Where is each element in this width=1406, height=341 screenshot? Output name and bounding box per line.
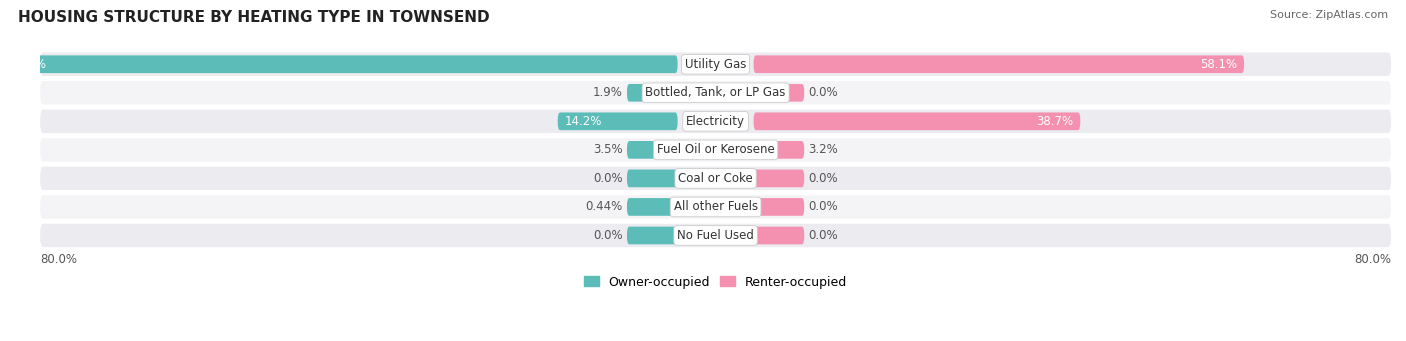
Text: 58.1%: 58.1% — [1201, 58, 1237, 71]
Text: 38.7%: 38.7% — [1036, 115, 1074, 128]
Text: 0.0%: 0.0% — [808, 86, 838, 99]
FancyBboxPatch shape — [754, 84, 804, 102]
Text: 14.2%: 14.2% — [564, 115, 602, 128]
FancyBboxPatch shape — [41, 109, 1391, 133]
FancyBboxPatch shape — [627, 198, 678, 216]
Text: 80.0%: 80.0% — [41, 253, 77, 266]
FancyBboxPatch shape — [754, 198, 804, 216]
FancyBboxPatch shape — [754, 55, 1244, 73]
Text: 0.0%: 0.0% — [808, 229, 838, 242]
FancyBboxPatch shape — [754, 141, 804, 159]
Text: Coal or Coke: Coal or Coke — [678, 172, 754, 185]
Text: 0.0%: 0.0% — [593, 229, 623, 242]
FancyBboxPatch shape — [41, 167, 1391, 190]
Text: 0.0%: 0.0% — [593, 172, 623, 185]
Text: 3.2%: 3.2% — [808, 143, 838, 157]
FancyBboxPatch shape — [558, 113, 678, 130]
Text: All other Fuels: All other Fuels — [673, 201, 758, 213]
Text: 0.0%: 0.0% — [808, 172, 838, 185]
Text: 1.9%: 1.9% — [593, 86, 623, 99]
FancyBboxPatch shape — [3, 55, 678, 73]
Text: 0.0%: 0.0% — [808, 201, 838, 213]
Text: Utility Gas: Utility Gas — [685, 58, 747, 71]
FancyBboxPatch shape — [627, 84, 678, 102]
FancyBboxPatch shape — [41, 81, 1391, 104]
Text: Fuel Oil or Kerosene: Fuel Oil or Kerosene — [657, 143, 775, 157]
FancyBboxPatch shape — [627, 227, 678, 244]
Text: HOUSING STRUCTURE BY HEATING TYPE IN TOWNSEND: HOUSING STRUCTURE BY HEATING TYPE IN TOW… — [18, 10, 489, 25]
Text: Source: ZipAtlas.com: Source: ZipAtlas.com — [1270, 10, 1388, 20]
Text: 0.44%: 0.44% — [585, 201, 623, 213]
FancyBboxPatch shape — [41, 195, 1391, 219]
Text: Bottled, Tank, or LP Gas: Bottled, Tank, or LP Gas — [645, 86, 786, 99]
Text: 80.0%: 80.0% — [8, 58, 46, 71]
FancyBboxPatch shape — [41, 53, 1391, 76]
FancyBboxPatch shape — [627, 141, 678, 159]
FancyBboxPatch shape — [41, 138, 1391, 162]
FancyBboxPatch shape — [754, 227, 804, 244]
FancyBboxPatch shape — [754, 169, 804, 187]
Text: No Fuel Used: No Fuel Used — [678, 229, 754, 242]
Text: Electricity: Electricity — [686, 115, 745, 128]
FancyBboxPatch shape — [627, 169, 678, 187]
Text: 80.0%: 80.0% — [1354, 253, 1391, 266]
FancyBboxPatch shape — [754, 113, 1080, 130]
Legend: Owner-occupied, Renter-occupied: Owner-occupied, Renter-occupied — [579, 271, 852, 294]
Text: 3.5%: 3.5% — [593, 143, 623, 157]
FancyBboxPatch shape — [41, 224, 1391, 247]
